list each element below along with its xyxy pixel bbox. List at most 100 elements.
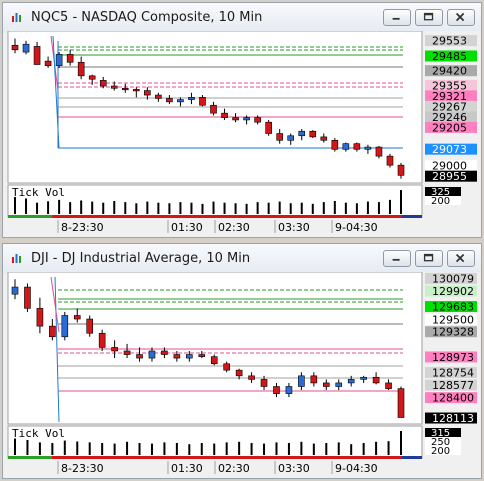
candle-body [360, 376, 367, 380]
candle-body [331, 139, 339, 150]
volume-bar [58, 199, 61, 214]
time-label: 8-23:30 [61, 221, 104, 234]
minimize-button[interactable] [383, 250, 411, 267]
volume-bar [333, 201, 336, 214]
candle-body [386, 155, 394, 166]
chart-window-dji[interactable]: DJI - DJ Industrial Average, 10 Min [2, 243, 482, 479]
volume-bar [200, 443, 203, 455]
restore-button[interactable] [415, 250, 443, 267]
volume-bars [14, 431, 402, 455]
volume-axis-label-bg [425, 196, 461, 205]
price-label-bg [425, 392, 477, 404]
volume-bar [223, 202, 226, 214]
restore-button[interactable] [415, 9, 443, 26]
candle-body [210, 104, 217, 114]
restore-icon [423, 253, 434, 262]
price-label-bg [425, 65, 477, 77]
price-plot[interactable] [7, 272, 423, 425]
title-bar[interactable]: DJI - DJ Industrial Average, 10 Min [3, 244, 481, 274]
volume-bar [51, 443, 54, 455]
price-label-bg [425, 170, 477, 182]
candle-body [73, 315, 81, 320]
candle-body [287, 135, 295, 141]
price-label-bg [425, 412, 477, 424]
candle-body [173, 354, 181, 359]
price-axis: 29553 29485 294202935529321292672924629205… [425, 35, 477, 183]
price-label: 128754 [432, 367, 474, 380]
candle-body [55, 54, 63, 66]
volume-bars [14, 190, 402, 214]
price-label: 29553 [432, 35, 467, 48]
close-icon [455, 12, 465, 22]
volume-bar [238, 441, 241, 455]
candle-body [254, 117, 261, 123]
candle-body [353, 143, 361, 150]
time-label: 02:30 [218, 221, 250, 234]
candle-body [276, 133, 283, 141]
price-label: 128973 [432, 351, 474, 364]
price-label-bg [425, 301, 477, 313]
volume-bar [91, 201, 94, 214]
price-label-bg [425, 121, 477, 133]
volume-bar [278, 201, 281, 214]
chart-area[interactable]: 29553 29485 294202935529321292672924629205… [3, 31, 481, 219]
volume-bar [179, 202, 182, 214]
volume-bar [26, 440, 29, 455]
price-label: 29485 [432, 50, 467, 63]
time-label: 9-04:30 [335, 221, 378, 234]
close-button[interactable] [447, 9, 475, 26]
volume-bar [25, 198, 28, 214]
volume-bar [113, 201, 116, 214]
candle-body [136, 354, 143, 359]
volume-bar [188, 444, 191, 455]
volume-bar [375, 441, 378, 455]
candle-body [144, 90, 151, 96]
candle-body [33, 46, 41, 65]
volume-bar [256, 202, 259, 214]
price-label-bg [425, 111, 477, 123]
candle-body [24, 286, 31, 309]
volume-plot[interactable] [7, 184, 423, 218]
candle-body [273, 386, 280, 394]
candle-body [99, 80, 107, 87]
volume-bar [300, 441, 303, 455]
candle-body [298, 375, 305, 387]
price-label-bg [425, 351, 477, 363]
volume-bar [400, 431, 402, 455]
candle-body [248, 375, 255, 380]
candle-body [86, 318, 94, 334]
price-label-bg [425, 143, 477, 155]
candle-body [36, 308, 44, 327]
price-label-bg [425, 314, 477, 326]
volume-bar [36, 202, 39, 214]
volume-bar [113, 443, 116, 455]
volume-bar [124, 202, 127, 214]
volume-bar [311, 203, 314, 214]
close-button[interactable] [447, 250, 475, 267]
volume-bar [312, 443, 315, 455]
time-axis: 8-23:30 01:30 02:30 03:30 9-04:30 [8, 460, 422, 476]
time-label: 03:30 [278, 221, 310, 234]
candle-body [397, 164, 405, 176]
minimize-button[interactable] [383, 9, 411, 26]
price-label: 128113 [432, 412, 474, 425]
volume-axis-label: 200 [431, 446, 450, 457]
volume-bar [163, 442, 166, 455]
chart-window-icon [12, 13, 21, 22]
chart-window-nasdaq[interactable]: NQC5 - NASDAQ Composite, 10 Min [2, 2, 482, 238]
volume-bar [287, 443, 290, 455]
volume-bar [212, 201, 215, 214]
volume-bar [38, 442, 41, 455]
price-label: 130079 [432, 272, 474, 285]
volume-bar [377, 202, 380, 214]
volume-bar [225, 442, 228, 455]
restore-icon [423, 12, 434, 21]
title-bar[interactable]: NQC5 - NASDAQ Composite, 10 Min [3, 3, 481, 33]
volume-axis-label: 200 [431, 196, 450, 207]
volume-bar [325, 443, 328, 455]
volume-bar [245, 203, 248, 214]
candle-body [347, 379, 355, 384]
candle-body [49, 325, 56, 338]
